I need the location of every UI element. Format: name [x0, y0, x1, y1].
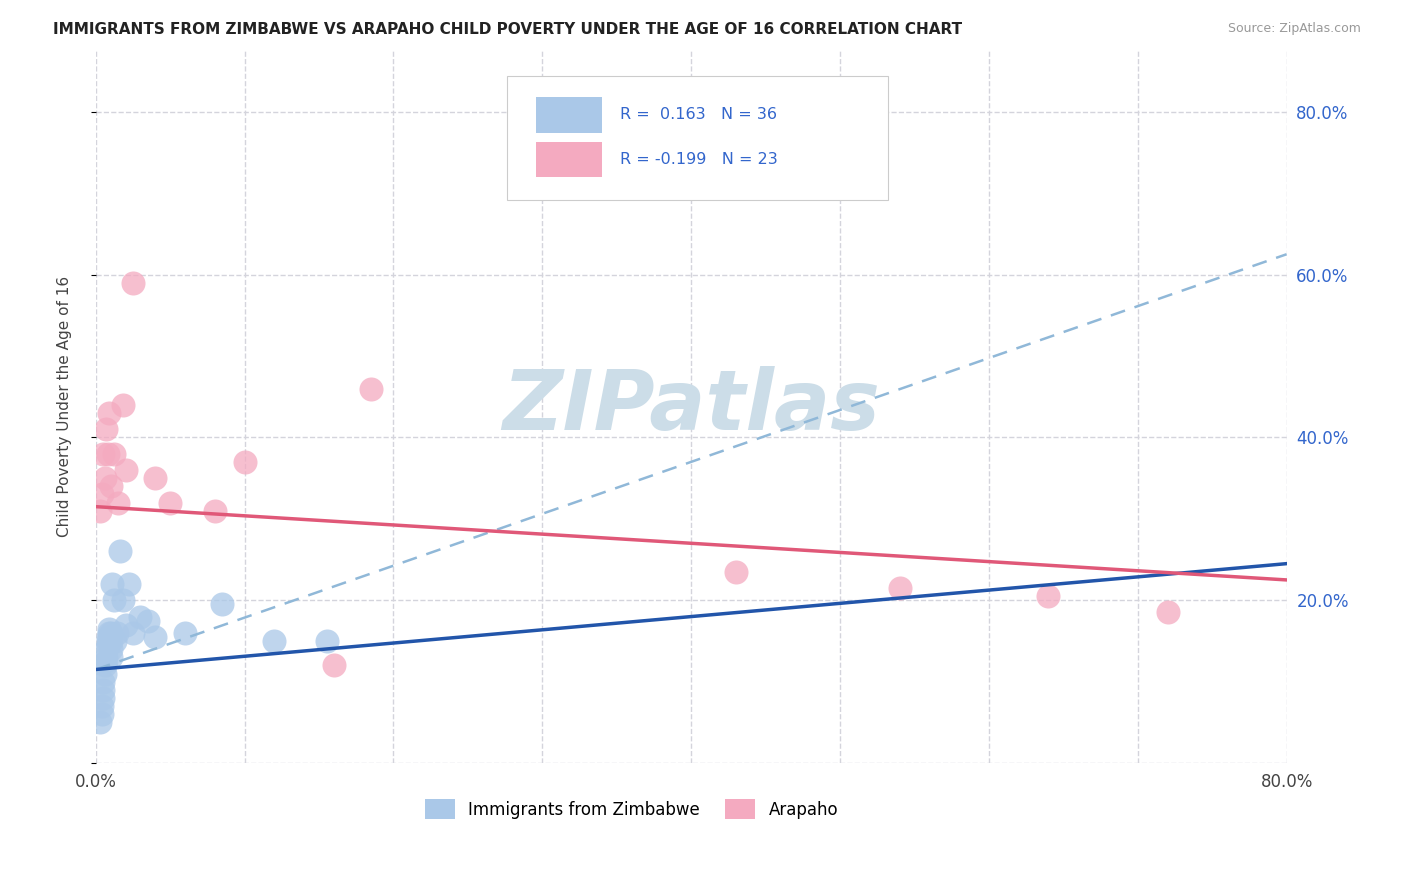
- Point: [96, 642, 118, 657]
- Point: [114, 463, 136, 477]
- Point: [114, 617, 136, 632]
- Point: [93, 471, 115, 485]
- Point: [111, 593, 134, 607]
- Point: [233, 455, 256, 469]
- FancyBboxPatch shape: [537, 97, 602, 133]
- Point: [103, 593, 125, 607]
- Text: IMMIGRANTS FROM ZIMBABWE VS ARAPAHO CHILD POVERTY UNDER THE AGE OF 16 CORRELATIO: IMMIGRANTS FROM ZIMBABWE VS ARAPAHO CHIL…: [53, 22, 963, 37]
- Point: [97, 634, 120, 648]
- Point: [174, 625, 197, 640]
- Point: [97, 447, 120, 461]
- Point: [90, 487, 112, 501]
- Point: [91, 674, 114, 689]
- Point: [89, 504, 111, 518]
- FancyBboxPatch shape: [506, 76, 887, 201]
- Point: [98, 406, 121, 420]
- Point: [323, 658, 346, 673]
- Point: [108, 544, 131, 558]
- Point: [263, 634, 285, 648]
- Point: [98, 622, 121, 636]
- Point: [100, 479, 122, 493]
- Point: [89, 715, 111, 730]
- Point: [100, 642, 122, 657]
- Point: [136, 614, 159, 628]
- Point: [90, 699, 112, 714]
- Point: [159, 495, 181, 509]
- FancyBboxPatch shape: [537, 142, 602, 178]
- Legend: Immigrants from Zimbabwe, Arapaho: Immigrants from Zimbabwe, Arapaho: [419, 792, 845, 826]
- Y-axis label: Child Poverty Under the Age of 16: Child Poverty Under the Age of 16: [58, 277, 72, 538]
- Point: [315, 634, 337, 648]
- Point: [122, 625, 145, 640]
- Point: [211, 598, 233, 612]
- Point: [97, 630, 120, 644]
- Point: [91, 682, 114, 697]
- Point: [93, 666, 115, 681]
- Point: [105, 625, 128, 640]
- Point: [91, 447, 114, 461]
- Point: [107, 495, 129, 509]
- Point: [122, 276, 145, 290]
- Point: [96, 654, 118, 668]
- Point: [143, 471, 166, 485]
- Point: [96, 422, 118, 436]
- Point: [93, 658, 115, 673]
- Point: [100, 634, 122, 648]
- Point: [101, 577, 124, 591]
- Point: [103, 447, 125, 461]
- Point: [360, 382, 382, 396]
- Point: [724, 565, 747, 579]
- Point: [117, 577, 139, 591]
- Point: [143, 630, 166, 644]
- Point: [889, 581, 911, 595]
- Point: [204, 504, 226, 518]
- Point: [1156, 606, 1178, 620]
- Text: Source: ZipAtlas.com: Source: ZipAtlas.com: [1227, 22, 1361, 36]
- Point: [96, 650, 118, 665]
- Point: [98, 625, 121, 640]
- Point: [97, 638, 120, 652]
- Point: [100, 650, 122, 665]
- Point: [129, 609, 152, 624]
- Text: ZIPatlas: ZIPatlas: [502, 367, 880, 448]
- Text: R = -0.199   N = 23: R = -0.199 N = 23: [620, 153, 778, 167]
- Point: [111, 398, 134, 412]
- Point: [104, 634, 127, 648]
- Point: [1038, 589, 1060, 603]
- Point: [90, 707, 112, 722]
- Point: [91, 691, 114, 706]
- Point: [100, 625, 122, 640]
- Text: R =  0.163   N = 36: R = 0.163 N = 36: [620, 107, 776, 122]
